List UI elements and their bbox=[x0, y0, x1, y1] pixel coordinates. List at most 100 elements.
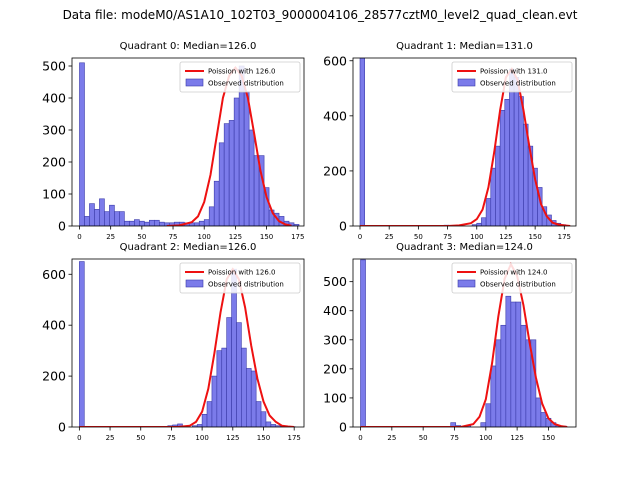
histogram-bar bbox=[213, 180, 220, 226]
y-tick-label: 500 bbox=[42, 59, 66, 74]
histogram-bar bbox=[525, 339, 532, 427]
legend-label-poisson: Poission with 126.0 bbox=[208, 68, 276, 76]
chart-panel-0: 0 25 50 75 100 125 150 175 0 100 200 300 400 500 Quadr… bbox=[42, 41, 304, 241]
x-tick-label: 100 bbox=[195, 434, 208, 442]
legend-label-poisson: Poission with 131.0 bbox=[480, 68, 548, 76]
histogram-bar bbox=[495, 145, 501, 226]
histogram-bar bbox=[221, 347, 227, 427]
x-tick-label: 50 bbox=[419, 434, 428, 442]
histogram-bar bbox=[193, 222, 200, 226]
y-tick-label: 300 bbox=[323, 332, 347, 347]
y-tick-label: 100 bbox=[42, 187, 66, 202]
y-tick-label: 200 bbox=[323, 163, 347, 178]
histogram-bar bbox=[495, 339, 502, 427]
histogram-bar bbox=[124, 220, 130, 226]
histogram-bar bbox=[241, 347, 247, 427]
x-tick-label: 125 bbox=[229, 233, 242, 241]
legend-patch-swatch bbox=[457, 78, 476, 87]
histogram-bar bbox=[359, 58, 365, 226]
histogram-bar bbox=[119, 211, 125, 226]
legend-label-observed: Observed distribution bbox=[208, 80, 284, 88]
histogram-bar bbox=[89, 203, 95, 226]
legend-label-poisson: Poission with 124.0 bbox=[480, 269, 548, 277]
histogram-bar bbox=[500, 324, 507, 427]
axes-frame bbox=[352, 57, 577, 227]
legend-patch-swatch bbox=[185, 78, 204, 87]
histogram-bar bbox=[499, 110, 506, 226]
histogram-bar bbox=[208, 206, 215, 226]
histogram-bar bbox=[265, 421, 272, 427]
histogram-bar bbox=[504, 99, 510, 226]
y-tick-label: 400 bbox=[42, 91, 66, 106]
y-tick-label: 200 bbox=[42, 155, 66, 170]
figure-title: Data file: modeM0/AS1A10_102T03_90000041… bbox=[62, 8, 578, 22]
chart-title: Quadrant 1: Median=131.0 bbox=[396, 41, 533, 52]
histogram-bar bbox=[490, 167, 496, 226]
x-tick-label: 25 bbox=[106, 233, 115, 241]
histogram-bar bbox=[253, 155, 260, 226]
histogram-bar bbox=[243, 91, 250, 226]
histogram-bar bbox=[211, 375, 218, 427]
histogram-bar bbox=[485, 403, 492, 427]
histogram-bar bbox=[505, 295, 512, 427]
y-tick-label: 500 bbox=[323, 274, 347, 289]
histogram-bar bbox=[84, 216, 90, 226]
x-tick-label: 25 bbox=[387, 434, 396, 442]
chart-panel-2: 0 25 50 75 100 125 150 175 0 200 400 600 Quadrant 2:… bbox=[42, 242, 305, 442]
histogram-bar bbox=[250, 370, 257, 427]
histogram-bar bbox=[99, 198, 105, 226]
y-tick-label: 200 bbox=[323, 361, 347, 376]
histogram-bar bbox=[216, 350, 223, 427]
histogram-bar bbox=[518, 96, 524, 226]
histogram-bar bbox=[481, 217, 487, 226]
x-tick-label: 150 bbox=[528, 233, 541, 241]
histogram-bar bbox=[79, 261, 85, 427]
legend-box bbox=[179, 61, 301, 93]
histogram-bar bbox=[104, 211, 110, 226]
x-tick-label: 0 bbox=[358, 233, 362, 241]
y-tick-label: 400 bbox=[323, 303, 347, 318]
x-tick-label: 125 bbox=[226, 434, 239, 442]
y-tick-label: 0 bbox=[58, 420, 66, 435]
legend-label-observed: Observed distribution bbox=[208, 281, 284, 289]
x-tick-label: 50 bbox=[137, 233, 146, 241]
histogram-bar bbox=[530, 339, 537, 427]
histogram-bar bbox=[114, 211, 120, 226]
y-tick-label: 200 bbox=[42, 369, 66, 384]
histogram-bar bbox=[134, 219, 140, 226]
y-tick-label: 400 bbox=[42, 318, 66, 333]
histogram-bar bbox=[260, 411, 267, 427]
x-tick-label: 25 bbox=[385, 233, 394, 241]
x-tick-label: 100 bbox=[479, 434, 492, 442]
histogram-bar bbox=[515, 301, 522, 427]
histogram-bar bbox=[263, 187, 270, 226]
x-tick-label: 50 bbox=[414, 233, 423, 241]
histogram-bar bbox=[79, 62, 85, 226]
x-tick-label: 175 bbox=[291, 233, 304, 241]
y-tick-label: 600 bbox=[323, 53, 347, 68]
histogram-bar bbox=[139, 220, 145, 226]
x-tick-label: 75 bbox=[169, 233, 178, 241]
histogram-bar bbox=[248, 129, 255, 226]
x-tick-label: 125 bbox=[499, 233, 512, 241]
x-tick-label: 150 bbox=[257, 434, 270, 442]
plot-area bbox=[79, 62, 300, 226]
chart-title: Quadrant 2: Median=126.0 bbox=[120, 242, 257, 253]
x-tick-label: 75 bbox=[167, 434, 176, 442]
y-tick-label: 0 bbox=[339, 219, 347, 234]
chart-panel-3: 0 25 50 75 100 125 150 0 100 200 300 400 500 Quadrant… bbox=[323, 242, 577, 442]
x-tick-label: 0 bbox=[77, 233, 81, 241]
x-tick-label: 100 bbox=[198, 233, 211, 241]
y-tick-label: 0 bbox=[58, 219, 66, 234]
histogram-bar bbox=[129, 220, 135, 226]
x-tick-label: 75 bbox=[443, 233, 452, 241]
x-tick-label: 0 bbox=[77, 434, 81, 442]
histogram-bar bbox=[144, 221, 150, 226]
histogram-bar bbox=[218, 142, 225, 226]
legend-label-observed: Observed distribution bbox=[480, 281, 556, 289]
histogram-bar bbox=[485, 198, 492, 226]
legend-label-observed: Observed distribution bbox=[480, 80, 556, 88]
histogram-bar bbox=[520, 324, 527, 427]
axes-frame bbox=[71, 57, 305, 227]
